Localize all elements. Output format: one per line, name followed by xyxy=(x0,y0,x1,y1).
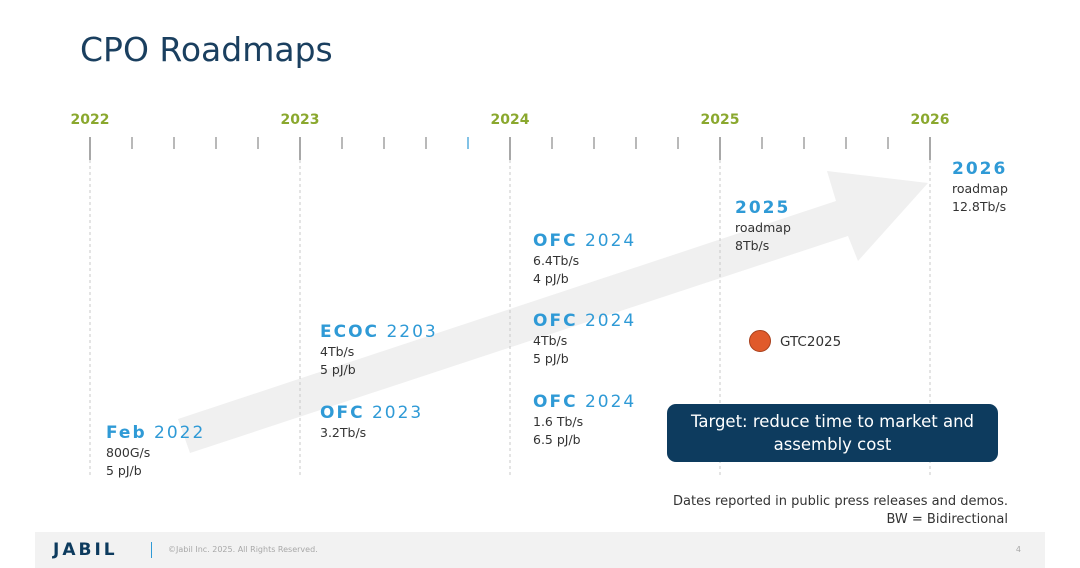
event-year: 2024 xyxy=(584,311,637,331)
event-heading: OFC 2024 xyxy=(533,391,636,413)
event-heading: OFC 2023 xyxy=(320,402,423,424)
event-keyword: ECOC xyxy=(320,322,380,342)
event-year: 2024 xyxy=(584,231,637,251)
event-keyword: OFC xyxy=(320,403,365,423)
year-label: 2025 xyxy=(700,112,740,128)
event-year: 2023 xyxy=(371,403,424,423)
event-ofc-2024-a: OFC 2024 1.6 Tb/s 6.5 pJ/b xyxy=(533,391,636,449)
event-year: 2022 xyxy=(154,423,206,443)
event-detail: 4Tb/s xyxy=(320,344,355,359)
page-title: CPO Roadmaps xyxy=(80,30,333,69)
jabil-logo: JABIL xyxy=(53,540,118,560)
year-label: 2022 xyxy=(70,112,110,128)
footer-bar: JABIL ©Jabil Inc. 2025. All Rights Reser… xyxy=(35,532,1045,568)
progress-arrow xyxy=(178,171,928,453)
event-detail: 8Tb/s xyxy=(735,238,770,253)
event-heading: ECOC 2203 xyxy=(320,321,438,343)
copyright-text: ©Jabil Inc. 2025. All Rights Reserved. xyxy=(168,545,318,554)
event-feb-2022: Feb 2022 800G/s 5 pJ/b xyxy=(106,422,205,480)
event-keyword: OFC xyxy=(533,311,578,331)
trend-arrow xyxy=(178,171,928,453)
event-detail: 5 pJ/b xyxy=(533,351,569,366)
year-label: 2024 xyxy=(490,112,530,128)
event-detail: 3.2Tb/s xyxy=(320,425,367,440)
page-number: 4 xyxy=(1015,545,1021,554)
footnote-line: Dates reported in public press releases … xyxy=(673,494,1008,509)
event-detail: 1.6 Tb/s xyxy=(533,414,584,429)
target-callout: Target: reduce time to market and assemb… xyxy=(667,404,998,462)
event-year: 2024 xyxy=(584,392,637,412)
event-keyword: OFC xyxy=(533,231,578,251)
event-detail: 6.4Tb/s xyxy=(533,253,580,268)
event-heading: 2026 xyxy=(952,158,1008,180)
event-keyword: Feb xyxy=(106,423,147,443)
event-ecoc-2203: ECOC 2203 4Tb/s 5 pJ/b xyxy=(320,321,438,379)
event-detail: 5 pJ/b xyxy=(106,463,142,478)
event-detail: 6.5 pJ/b xyxy=(533,432,581,447)
event-year: 2203 xyxy=(386,322,438,342)
event-detail: roadmap xyxy=(952,181,1008,196)
event-year: 2025 xyxy=(735,198,791,218)
gtc-marker-dot xyxy=(749,330,771,352)
footnote-line: BW = Bidirectional xyxy=(886,512,1008,527)
event-ofc-2023: OFC 2023 3.2Tb/s xyxy=(320,402,423,442)
event-heading: 2025 xyxy=(735,197,791,219)
event-heading: OFC 2024 xyxy=(533,310,636,332)
year-label: 2023 xyxy=(280,112,320,128)
event-keyword: OFC xyxy=(533,392,578,412)
event-ofc-2024-b: OFC 2024 4Tb/s 5 pJ/b xyxy=(533,310,636,368)
gtc-marker-label: GTC2025 xyxy=(780,334,842,350)
event-detail: 12.8Tb/s xyxy=(952,199,1007,214)
event-heading: Feb 2022 xyxy=(106,422,205,444)
event-detail: 4Tb/s xyxy=(533,333,568,348)
event-detail: 4 pJ/b xyxy=(533,271,569,286)
year-label: 2026 xyxy=(910,112,950,128)
footnote: Dates reported in public press releases … xyxy=(673,493,1008,529)
event-detail: 5 pJ/b xyxy=(320,362,356,377)
event-2026-roadmap: 2026 roadmap 12.8Tb/s xyxy=(952,158,1008,216)
event-ofc-2024-c: OFC 2024 6.4Tb/s 4 pJ/b xyxy=(533,230,636,288)
footer-divider xyxy=(151,542,152,558)
event-year: 2026 xyxy=(952,159,1008,179)
event-detail: roadmap xyxy=(735,220,791,235)
event-detail: 800G/s xyxy=(106,445,151,460)
event-heading: OFC 2024 xyxy=(533,230,636,252)
event-2025-roadmap: 2025 roadmap 8Tb/s xyxy=(735,197,791,255)
